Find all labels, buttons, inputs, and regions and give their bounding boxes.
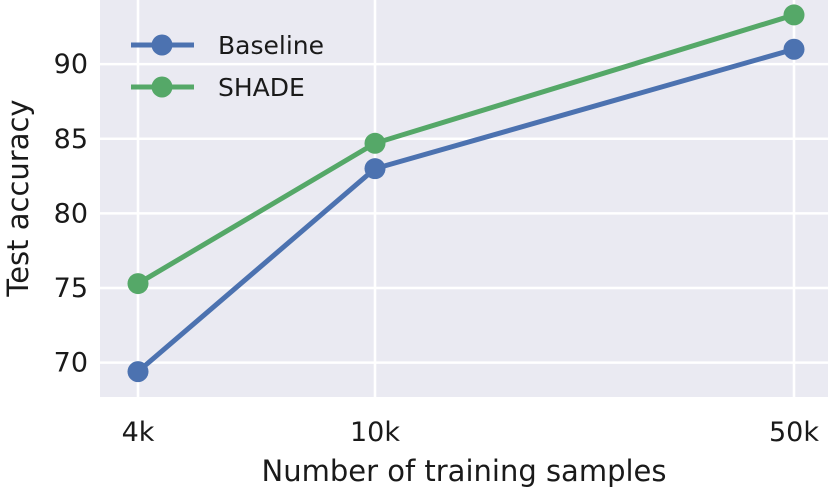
x-tick-label: 10k	[350, 417, 400, 448]
data-point	[783, 38, 805, 60]
data-point	[783, 4, 805, 26]
x-tick-labels: 4k 10k 50k	[122, 417, 820, 448]
y-tick-label: 90	[54, 49, 88, 80]
series-lines	[127, 4, 805, 383]
x-axis-label: Number of training samples	[262, 454, 667, 488]
legend-swatch-marker	[151, 76, 173, 98]
series-baseline	[127, 38, 805, 383]
legend-label: Baseline	[218, 31, 324, 60]
data-point	[127, 273, 149, 295]
y-tick-label: 85	[54, 124, 88, 155]
y-tick-label: 80	[54, 198, 88, 229]
legend: Baseline SHADE	[131, 31, 324, 102]
data-point	[127, 361, 149, 383]
legend-item: SHADE	[131, 73, 305, 102]
x-tick-label: 4k	[122, 417, 155, 448]
y-tick-label: 75	[54, 273, 88, 304]
data-point	[364, 158, 386, 180]
x-tick-label: 50k	[769, 417, 819, 448]
legend-item: Baseline	[131, 31, 324, 60]
data-point	[364, 132, 386, 154]
plot-background	[100, 0, 828, 397]
y-tick-labels: 70 75 80 85 90	[54, 49, 88, 378]
legend-label: SHADE	[218, 73, 305, 102]
series-shade	[127, 4, 805, 295]
gridlines	[100, 0, 828, 397]
legend-swatch-marker	[151, 34, 173, 56]
y-tick-label: 70	[54, 348, 88, 379]
y-axis-label: Test accuracy	[1, 99, 35, 297]
